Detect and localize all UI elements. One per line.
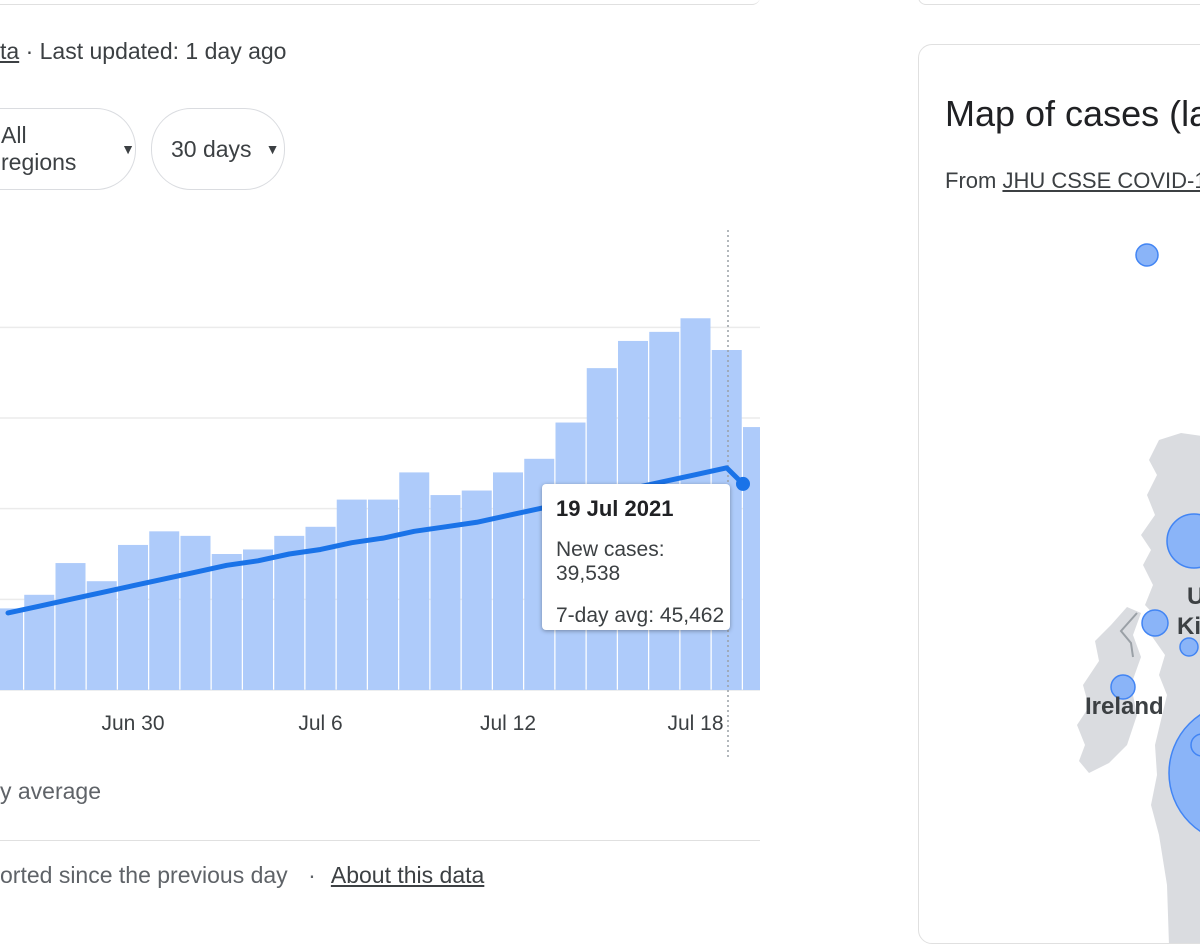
- map-source-prefix: From: [945, 168, 997, 193]
- x-tick-label: Jul 12: [480, 712, 536, 735]
- bar[interactable]: [149, 531, 180, 690]
- bar[interactable]: [243, 549, 273, 690]
- chart-legend: y average: [0, 778, 101, 805]
- x-tick-label: Jun 30: [101, 712, 164, 735]
- caret-down-icon: ▼: [265, 141, 280, 157]
- bar[interactable]: [368, 499, 398, 690]
- isle-of-man-bubble[interactable]: [1179, 637, 1199, 657]
- caret-down-icon: ▼: [121, 141, 135, 157]
- great-britain-landmass: [1141, 433, 1200, 943]
- x-tick-label: Jul 18: [667, 712, 723, 735]
- tooltip-7day-avg: 7-day avg: 45,462: [556, 604, 725, 627]
- wales-bubble[interactable]: [1190, 733, 1200, 757]
- bar[interactable]: [55, 563, 86, 690]
- chart-footer: orted since the previous day · About thi…: [0, 862, 484, 889]
- x-tick-label: Jul 6: [298, 712, 342, 735]
- map-source-line: From JHU CSSE COVID-19 D: [945, 168, 1200, 194]
- top-card-edge: [0, 0, 760, 5]
- bar[interactable]: [493, 472, 523, 690]
- tooltip-date: 19 Jul 2021: [556, 496, 674, 521]
- map-source-link[interactable]: JHU CSSE COVID-19 D: [1002, 168, 1200, 193]
- map-card: Map of cases (last 14 From JHU CSSE COVI…: [918, 44, 1200, 944]
- faroe-islands-bubble[interactable]: [1135, 243, 1159, 267]
- legend-avg-label: y average: [0, 778, 102, 804]
- bar[interactable]: [211, 554, 242, 690]
- date-range-dropdown[interactable]: 30 days ▼: [151, 108, 285, 190]
- northern-ireland-border: [1119, 612, 1138, 658]
- section-divider: [0, 840, 760, 841]
- tooltip-new-cases: New cases: 39,538: [556, 538, 665, 585]
- cases-map[interactable]: [919, 45, 1200, 944]
- bar[interactable]: [118, 544, 148, 690]
- data-source-line: ta · Last updated: 1 day ago: [0, 38, 286, 65]
- bar[interactable]: [180, 535, 211, 690]
- bar[interactable]: [336, 499, 367, 690]
- bar[interactable]: [274, 535, 305, 690]
- hover-point[interactable]: [736, 476, 750, 491]
- bar[interactable]: [305, 526, 336, 690]
- ireland-bubble[interactable]: [1110, 674, 1136, 700]
- data-source-link[interactable]: ta: [0, 38, 20, 64]
- bar[interactable]: [743, 427, 760, 690]
- map-label-uk-line1: U: [1187, 583, 1200, 611]
- map-title: Map of cases (last 14: [945, 93, 1200, 134]
- source-separator: ·: [25, 38, 34, 64]
- map-label-ireland: Ireland: [1085, 693, 1164, 720]
- region-dropdown[interactable]: All regions ▼: [0, 108, 136, 190]
- footer-separator: ·: [308, 862, 316, 888]
- footer-note: orted since the previous day: [0, 862, 288, 888]
- about-data-link[interactable]: About this data: [330, 862, 485, 888]
- date-range-dropdown-label: 30 days: [171, 135, 252, 162]
- map-label-uk-line2: Ki: [1177, 613, 1200, 640]
- bar[interactable]: [0, 608, 23, 690]
- bar[interactable]: [399, 472, 430, 690]
- x-axis-ticks: Jun 30 Jul 6 Jul 12 Jul 18: [101, 712, 723, 735]
- northern-ireland-bubble[interactable]: [1141, 609, 1169, 637]
- chart-tooltip: 19 Jul 2021 New cases: 39,538 7-day avg:…: [542, 484, 730, 630]
- bar[interactable]: [86, 581, 117, 690]
- region-dropdown-label: All regions: [1, 122, 77, 175]
- last-updated-text: Last updated: 1 day ago: [39, 38, 287, 64]
- top-right-card-edge: [918, 0, 1200, 5]
- scotland-bubble[interactable]: [1166, 513, 1200, 569]
- ireland-landmass: [1077, 607, 1141, 773]
